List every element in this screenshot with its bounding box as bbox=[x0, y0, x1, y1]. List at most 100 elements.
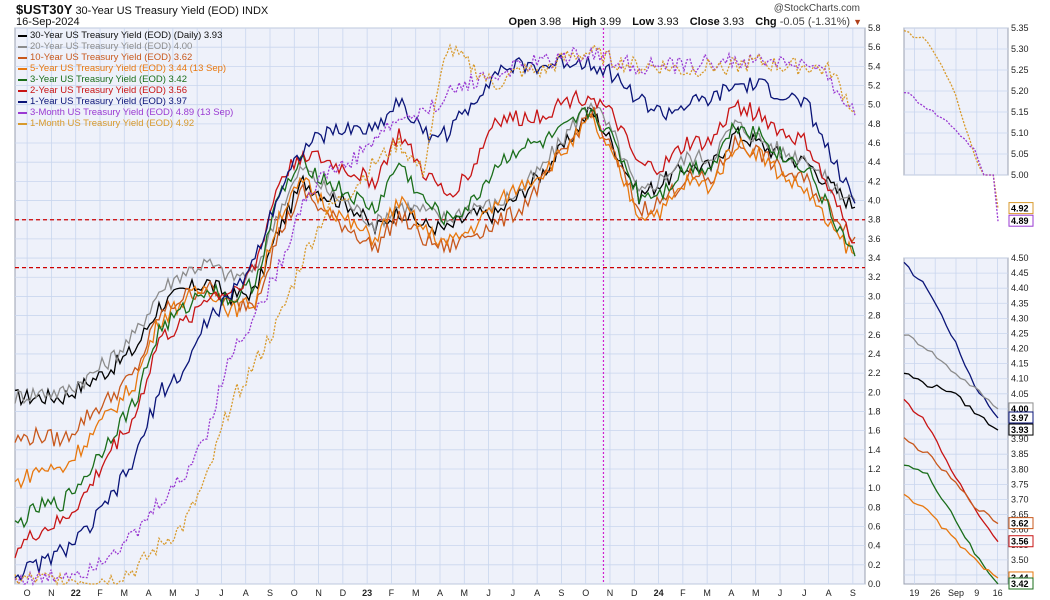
y-tick-label: 3.2 bbox=[868, 272, 881, 282]
y-tick-label: 2.0 bbox=[868, 387, 881, 397]
x-tick-label: J bbox=[219, 588, 224, 598]
y-tick-label: 1.6 bbox=[868, 426, 881, 436]
series-line bbox=[14, 89, 856, 559]
x-tick-label: S bbox=[267, 588, 273, 598]
y-tick-label: 4.10 bbox=[1011, 374, 1029, 384]
y-tick-label: 5.10 bbox=[1011, 128, 1029, 138]
y-tick-label: 5.4 bbox=[868, 61, 881, 71]
open-label: Open bbox=[508, 16, 537, 28]
end-value-box bbox=[1008, 411, 1034, 424]
series-name: 30-Year US Treasury Yield (EOD) bbox=[75, 5, 239, 17]
y-tick-label: 5.15 bbox=[1011, 107, 1029, 117]
y-tick-label: 3.85 bbox=[1011, 449, 1029, 459]
series-line bbox=[14, 113, 856, 490]
y-tick-label: 4.05 bbox=[1011, 389, 1029, 399]
x-tick-label: 24 bbox=[654, 588, 664, 598]
x-tick-label: 22 bbox=[71, 588, 81, 598]
y-tick-label: 3.60 bbox=[1011, 525, 1029, 535]
y-tick-label: 5.00 bbox=[1011, 170, 1029, 180]
y-tick-label: 5.6 bbox=[868, 42, 881, 52]
x-tick-label: A bbox=[826, 588, 832, 598]
y-tick-label: 1.0 bbox=[868, 483, 881, 493]
legend-label: 1-Year US Treasury Yield (EOD) 3.97 bbox=[30, 96, 187, 107]
low-value: 3.93 bbox=[657, 16, 679, 28]
y-tick-label: 2.8 bbox=[868, 311, 881, 321]
series-line bbox=[903, 398, 999, 543]
y-tick-label: 4.35 bbox=[1011, 298, 1029, 308]
end-value-label: 3.97 bbox=[1011, 413, 1029, 423]
end-value-box bbox=[1008, 214, 1034, 227]
end-value-label: 4.89 bbox=[1011, 216, 1029, 226]
x-tick-label: J bbox=[486, 588, 491, 598]
y-tick-label: 5.05 bbox=[1011, 149, 1029, 159]
x-tick-label: O bbox=[582, 588, 589, 598]
close-label: Close bbox=[689, 16, 720, 28]
y-tick-label: 0.0 bbox=[868, 579, 881, 589]
legend-swatch bbox=[18, 111, 27, 114]
x-tick-label: M bbox=[121, 588, 129, 598]
end-value-label: 4.00 bbox=[1011, 404, 1029, 414]
x-tick-label: Sep bbox=[948, 588, 964, 598]
x-tick-label: F bbox=[680, 588, 686, 598]
exchange-label: INDX bbox=[241, 5, 269, 17]
x-tick-label: 23 bbox=[362, 588, 372, 598]
chart-date: 16-Sep-2024 bbox=[16, 16, 80, 28]
y-tick-label: 3.8 bbox=[868, 215, 881, 225]
legend-swatch bbox=[18, 122, 27, 125]
x-tick-label: D bbox=[631, 588, 638, 598]
series-line bbox=[14, 106, 856, 407]
legend-swatch bbox=[18, 56, 27, 59]
y-tick-label: 1.2 bbox=[868, 464, 881, 474]
chg-label: Chg bbox=[755, 16, 777, 28]
end-value-label: 4.92 bbox=[1011, 204, 1029, 214]
high-label: High bbox=[572, 16, 597, 28]
y-tick-label: 3.80 bbox=[1011, 464, 1029, 474]
x-tick-label: M bbox=[169, 588, 177, 598]
x-tick-label: 9 bbox=[974, 588, 979, 598]
legend-label: 10-Year US Treasury Yield (EOD) 3.62 bbox=[30, 52, 193, 63]
x-tick-label: O bbox=[24, 588, 31, 598]
legend-swatch bbox=[18, 100, 27, 103]
y-tick-label: 5.25 bbox=[1011, 65, 1029, 75]
x-tick-label: 26 bbox=[930, 588, 940, 598]
legend-swatch bbox=[18, 45, 27, 48]
series-line bbox=[903, 91, 999, 222]
y-tick-label: 4.15 bbox=[1011, 359, 1029, 369]
y-tick-label: 1.8 bbox=[868, 406, 881, 416]
legend-label: 2-Year US Treasury Yield (EOD) 3.56 bbox=[30, 85, 187, 96]
x-tick-label: F bbox=[389, 588, 395, 598]
y-tick-label: 5.2 bbox=[868, 81, 881, 91]
y-tick-label: 4.20 bbox=[1011, 344, 1029, 354]
close-value: 3.93 bbox=[722, 16, 745, 28]
legend-entry: 10-Year US Treasury Yield (EOD) 3.62 bbox=[18, 52, 233, 63]
end-value-label: 3.62 bbox=[1011, 519, 1029, 529]
series-line bbox=[14, 43, 856, 586]
chart-legend: 30-Year US Treasury Yield (EOD) (Daily) … bbox=[18, 30, 233, 129]
end-value-label: 3.42 bbox=[1011, 579, 1029, 589]
y-tick-label: 1.4 bbox=[868, 445, 881, 455]
down-triangle-icon: ▼ bbox=[853, 17, 862, 27]
x-tick-label: A bbox=[243, 588, 249, 598]
chg-value: -0.05 (-1.31%) bbox=[779, 16, 851, 28]
x-tick-label: O bbox=[291, 588, 298, 598]
legend-entry: 20-Year US Treasury Yield (EOD) 4.00 bbox=[18, 41, 233, 52]
low-label: Low bbox=[632, 16, 655, 28]
series-line bbox=[14, 101, 856, 405]
legend-label: 20-Year US Treasury Yield (EOD) 4.00 bbox=[30, 41, 193, 52]
y-tick-label: 5.35 bbox=[1011, 23, 1029, 33]
end-value-box bbox=[1008, 535, 1034, 548]
y-tick-label: 4.25 bbox=[1011, 328, 1029, 338]
chart-title: $UST30Y 30-Year US Treasury Yield (EOD) … bbox=[16, 2, 268, 17]
y-tick-label: 2.2 bbox=[868, 368, 881, 378]
x-tick-label: S bbox=[850, 588, 856, 598]
series-line bbox=[903, 334, 999, 410]
end-value-label: 3.93 bbox=[1011, 425, 1029, 435]
high-value: 3.99 bbox=[599, 16, 622, 28]
y-tick-label: 4.50 bbox=[1011, 253, 1029, 263]
y-tick-label: 4.4 bbox=[868, 157, 881, 167]
end-value-label: 3.56 bbox=[1011, 537, 1029, 547]
y-tick-label: 3.6 bbox=[868, 234, 881, 244]
end-value-box bbox=[1008, 577, 1034, 590]
series-line bbox=[903, 464, 999, 585]
x-tick-label: A bbox=[728, 588, 734, 598]
